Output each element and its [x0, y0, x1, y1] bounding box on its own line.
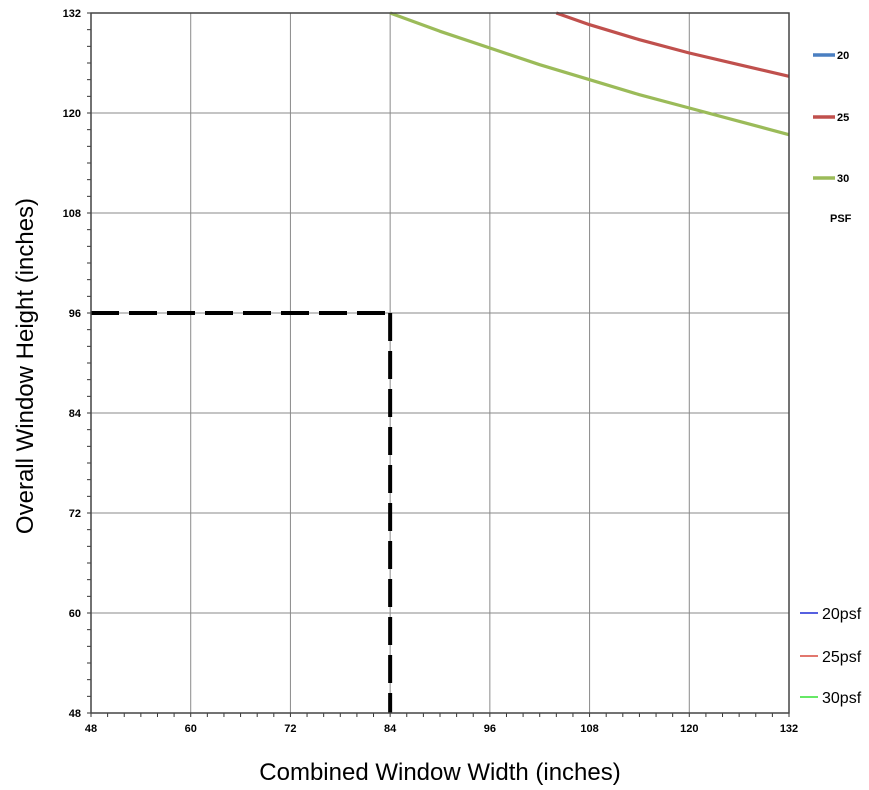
x-tick-label: 96: [484, 723, 496, 735]
x-tick-labels: 48 60 72 84 96 108 120 132: [85, 723, 798, 735]
y-tick-label: 84: [69, 408, 82, 420]
legend-top-label: 20: [837, 50, 849, 62]
legend-top: 20 25 30: [813, 50, 849, 185]
reference-lines: [91, 311, 393, 713]
legend-top-footer: PSF: [830, 213, 852, 225]
grid: [90, 12, 790, 714]
y-tick-label: 120: [63, 108, 81, 120]
x-axis-title: Combined Window Width (inches): [259, 759, 620, 786]
y-tick-labels: 48 60 72 84 96 108 120 132: [63, 8, 82, 720]
y-tick-label: 132: [63, 8, 81, 20]
x-tick-label: 132: [780, 723, 798, 735]
legend-top-label: 30: [837, 173, 849, 185]
x-tick-label: 120: [680, 723, 698, 735]
series-25-line: [555, 11, 790, 78]
x-tick-label: 72: [284, 723, 296, 735]
series-30-line: [389, 11, 790, 137]
plot-frame: [90, 12, 790, 714]
y-tick-label: 60: [69, 608, 81, 620]
y-tick-label: 108: [63, 208, 81, 220]
legend-top-label: 25: [837, 112, 849, 124]
y-tick-label: 48: [69, 708, 81, 720]
legend-bottom: 20psf 25psf 30psf: [800, 606, 862, 707]
y-tick-label: 96: [69, 308, 81, 320]
legend-bottom-label: 30psf: [822, 690, 862, 707]
x-tick-label: 84: [384, 723, 397, 735]
legend-bottom-label: 25psf: [822, 649, 862, 666]
plot-background: [91, 13, 789, 713]
series-group: [389, 11, 790, 137]
x-tick-label: 48: [85, 723, 97, 735]
y-tick-label: 72: [69, 508, 81, 520]
legend-bottom-label: 20psf: [822, 606, 862, 623]
x-tick-label: 108: [580, 723, 598, 735]
x-tick-label: 60: [185, 723, 197, 735]
y-axis-title: Overall Window Height (inches): [12, 198, 39, 534]
